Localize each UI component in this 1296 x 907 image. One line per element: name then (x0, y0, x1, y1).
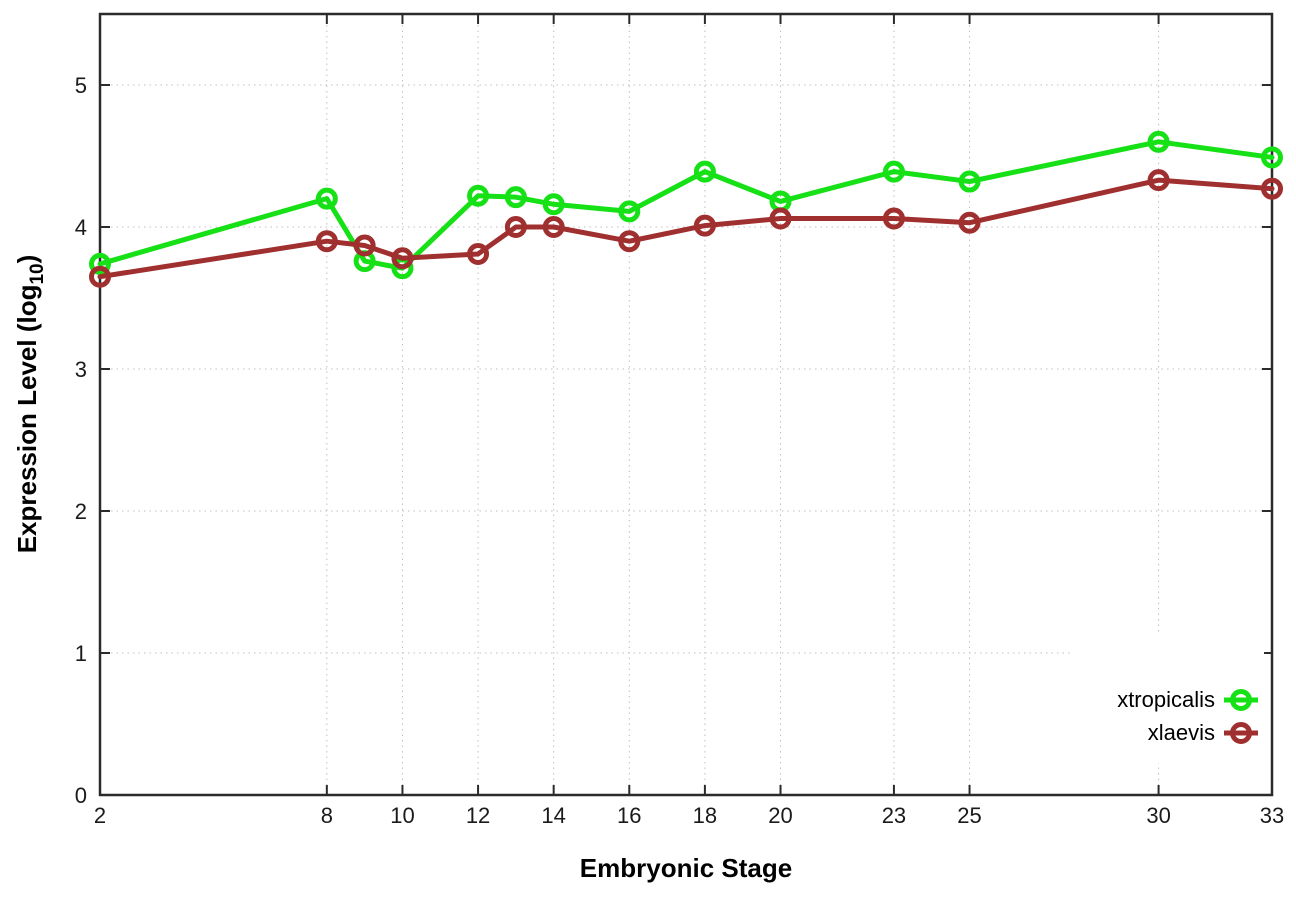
data-point (1147, 130, 1170, 153)
data-point (958, 170, 981, 193)
x-tick-label: 8 (321, 803, 333, 828)
data-series (89, 130, 1283, 288)
data-point (315, 230, 338, 253)
data-point (467, 184, 490, 207)
data-point (1147, 169, 1170, 192)
legend: xtropicalis xlaevis (1072, 633, 1264, 763)
data-point (618, 230, 641, 253)
data-point (882, 207, 905, 230)
x-axis-title: Embryonic Stage (580, 853, 792, 883)
legend-label: xtropicalis (1117, 686, 1215, 712)
y-tick-label: 4 (75, 215, 87, 240)
data-point (882, 160, 905, 183)
data-point (542, 193, 565, 216)
data-point (542, 216, 565, 238)
line-circle-marker-icon (1224, 688, 1258, 711)
data-point (89, 265, 111, 288)
data-point (467, 242, 490, 265)
data-point (769, 207, 792, 230)
data-point (618, 200, 641, 223)
x-tick-label: 33 (1260, 803, 1284, 828)
data-point (391, 247, 414, 270)
legend-item-xtropicalis: xtropicalis (1117, 683, 1264, 716)
legend-item-xlaevis: xlaevis (1148, 716, 1264, 749)
series-xlaevis (89, 169, 1283, 288)
y-tick-label: 3 (75, 357, 87, 382)
line-circle-marker-icon (1224, 721, 1258, 744)
data-point (504, 216, 527, 238)
data-point (958, 211, 981, 234)
data-point (693, 160, 716, 183)
axis-ticks (99, 14, 1273, 796)
x-tick-label: 30 (1146, 803, 1170, 828)
data-point (353, 234, 376, 257)
data-point (315, 187, 338, 210)
data-point (504, 186, 527, 209)
y-tick-label: 0 (75, 783, 87, 808)
data-point (1261, 146, 1283, 169)
x-tick-label: 14 (541, 803, 565, 828)
x-tick-label: 20 (768, 803, 792, 828)
data-point (1261, 177, 1283, 200)
y-tick-label: 2 (75, 499, 87, 524)
x-tick-label: 18 (693, 803, 717, 828)
y-tick-label: 5 (75, 73, 87, 98)
y-axis-title: Expression Level (log10) (12, 255, 48, 554)
legend-label: xlaevis (1147, 719, 1215, 745)
y-tick-label: 1 (75, 641, 87, 666)
data-point (693, 214, 716, 237)
plot-border (98, 12, 1274, 797)
x-tick-label: 23 (882, 803, 906, 828)
x-tick-label: 25 (957, 803, 981, 828)
data-point (89, 252, 111, 275)
x-tick-label: 2 (94, 803, 106, 828)
x-tick-label: 12 (466, 803, 490, 828)
x-tick-label: 10 (390, 803, 414, 828)
series-xtropicalis (89, 130, 1283, 280)
x-tick-label: 16 (617, 803, 641, 828)
